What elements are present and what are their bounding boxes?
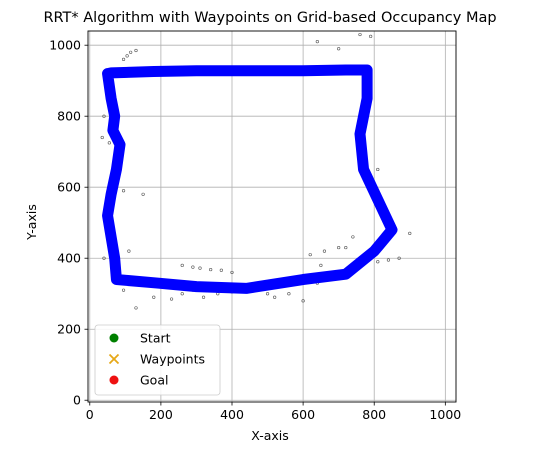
obstacle-point bbox=[102, 256, 106, 260]
path-point bbox=[111, 274, 122, 285]
path-point bbox=[298, 65, 309, 76]
path-point bbox=[106, 189, 117, 200]
obstacle-point bbox=[127, 249, 131, 253]
path-point bbox=[102, 210, 113, 221]
legend-marker-waypoints bbox=[108, 353, 120, 365]
x-tick-label: 200 bbox=[149, 407, 173, 422]
obstacle-point bbox=[121, 189, 126, 193]
x-tick-label: 0 bbox=[86, 407, 94, 422]
obstacle-point bbox=[134, 48, 138, 53]
path-point bbox=[241, 283, 252, 294]
obstacle-point bbox=[129, 50, 133, 54]
path-point bbox=[106, 93, 117, 104]
obstacle-point bbox=[230, 270, 234, 275]
x-tick-label: 1000 bbox=[429, 407, 461, 422]
obstacle-point bbox=[315, 40, 319, 44]
plot-frame bbox=[87, 30, 457, 403]
path-point bbox=[355, 128, 365, 139]
obstacle-point bbox=[265, 292, 270, 296]
obstacle-point bbox=[397, 256, 401, 260]
obstacle-point bbox=[308, 253, 312, 257]
path-point bbox=[152, 278, 163, 289]
obstacle-point bbox=[100, 135, 104, 140]
obstacle-point bbox=[386, 258, 391, 262]
path-point bbox=[106, 231, 117, 242]
legend-box bbox=[94, 324, 221, 396]
path-point bbox=[191, 65, 202, 76]
obstacle-point bbox=[180, 292, 184, 296]
legend-label-goal: Goal bbox=[140, 373, 168, 388]
obstacle-point bbox=[369, 34, 373, 38]
x-tick-label: 600 bbox=[291, 407, 315, 422]
path-point bbox=[369, 246, 380, 257]
obstacle-point bbox=[376, 167, 380, 172]
obstacle-point bbox=[408, 231, 412, 235]
path-point bbox=[362, 93, 373, 104]
obstacle-point bbox=[319, 263, 323, 267]
path-point bbox=[244, 65, 255, 76]
obstacle-point bbox=[337, 245, 341, 250]
x-tick-label: 800 bbox=[362, 407, 386, 422]
path-point bbox=[111, 164, 122, 175]
obstacle-point bbox=[169, 297, 174, 301]
path-point bbox=[109, 253, 120, 264]
path-point bbox=[115, 139, 125, 150]
path-point bbox=[102, 68, 113, 79]
obstacle-point bbox=[344, 245, 348, 250]
axis-ticks: 0 200 400 600 800 1000 0 200 400 600 800 1000 bbox=[49, 38, 461, 422]
y-tick-label: 200 bbox=[57, 322, 81, 337]
obstacle-point bbox=[322, 249, 327, 253]
obstacle-point bbox=[301, 299, 305, 303]
legend-marker-goal bbox=[109, 375, 119, 385]
obstacle-point bbox=[121, 57, 126, 62]
path-point bbox=[387, 224, 397, 235]
obstacle-point bbox=[209, 267, 213, 272]
y-tick-label: 400 bbox=[57, 251, 81, 266]
path-point bbox=[191, 281, 202, 292]
legend: Start Waypoints Goal bbox=[94, 324, 221, 396]
y-tick-label: 0 bbox=[73, 393, 81, 408]
legend-label-waypoints: Waypoints bbox=[140, 352, 205, 367]
obstacle-point bbox=[358, 32, 362, 37]
obstacle-point bbox=[121, 288, 126, 292]
obstacle-point bbox=[287, 292, 291, 296]
y-tick-label: 1000 bbox=[49, 38, 81, 53]
path-point bbox=[107, 125, 118, 136]
obstacle-point bbox=[198, 266, 202, 270]
obstacle-point bbox=[191, 265, 195, 269]
path-point bbox=[109, 111, 120, 122]
occupancy-obstacles bbox=[100, 32, 412, 310]
obstacle-point bbox=[141, 192, 145, 196]
obstacle-point bbox=[107, 141, 111, 145]
x-axis-label: X-axis bbox=[251, 428, 289, 443]
path-point bbox=[298, 274, 309, 285]
chart-title: RRT* Algorithm with Waypoints on Grid-ba… bbox=[43, 10, 496, 26]
y-tick-label: 600 bbox=[57, 180, 81, 195]
obstacle-point bbox=[219, 268, 223, 272]
obstacle-point bbox=[376, 260, 380, 264]
obstacle-point bbox=[134, 306, 138, 310]
path-point bbox=[358, 164, 369, 175]
obstacle-point bbox=[125, 54, 129, 58]
obstacle-point bbox=[152, 295, 156, 299]
obstacle-point bbox=[102, 114, 106, 118]
legend-marker-start bbox=[109, 333, 119, 343]
obstacle-point bbox=[201, 295, 206, 299]
y-tick-label: 800 bbox=[57, 109, 81, 124]
obstacle-point bbox=[351, 235, 355, 239]
obstacle-point bbox=[273, 295, 277, 299]
path-point bbox=[148, 66, 159, 77]
obstacle-point bbox=[337, 47, 341, 51]
path-point bbox=[362, 65, 373, 76]
y-axis-label: Y-axis bbox=[24, 204, 39, 241]
obstacle-point bbox=[180, 263, 184, 267]
path-point bbox=[340, 65, 351, 76]
legend-label-start: Start bbox=[140, 331, 171, 346]
path-point bbox=[340, 269, 351, 280]
path-series bbox=[102, 64, 398, 294]
x-tick-label: 400 bbox=[220, 407, 244, 422]
